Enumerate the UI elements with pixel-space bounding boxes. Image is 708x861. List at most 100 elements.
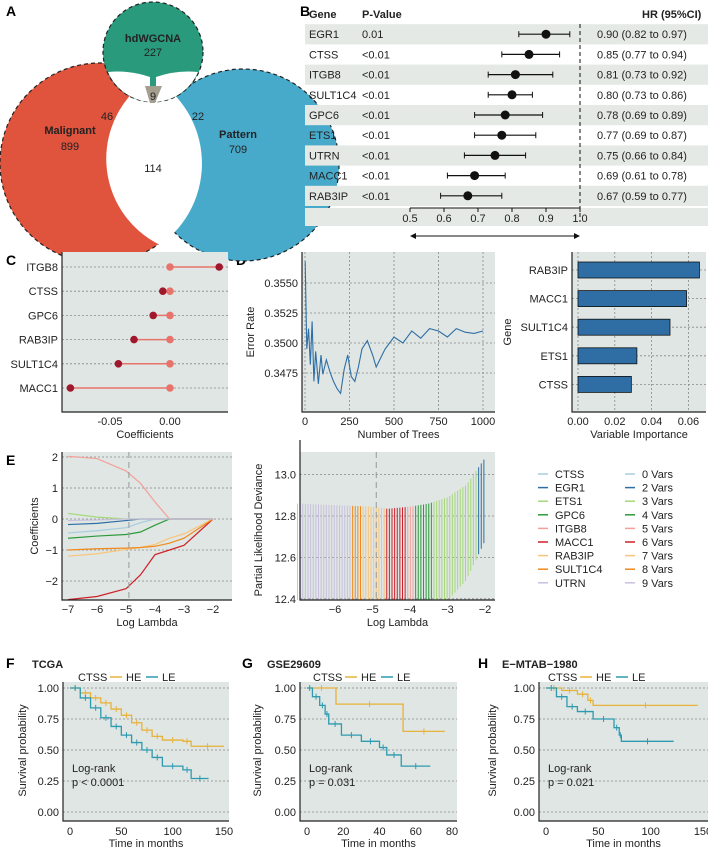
legend-vars-label: 2 Vars (642, 483, 673, 495)
forest-pvalue: <0.01 (362, 90, 390, 102)
km-title-gse29609: GSE29609 (267, 659, 321, 671)
km-ytick: 0.75 (275, 714, 296, 726)
cv-xtick: −3 (441, 604, 454, 616)
cv-xlabel: Log Lambda (367, 617, 429, 629)
forest-hr-text: 0.81 (0.73 to 0.92) (597, 70, 687, 82)
km-ytick: 0.50 (38, 745, 59, 757)
legend-vars-label: 3 Vars (642, 496, 673, 508)
forest-pvalue: <0.01 (362, 70, 390, 82)
forest-point (507, 90, 517, 100)
km-legend-title: CTSS (548, 672, 577, 684)
forest-hr-text: 0.80 (0.73 to 0.86) (597, 90, 687, 102)
axis-lines (571, 252, 706, 413)
lollipop-gene-label: RAB3IP (19, 335, 58, 347)
forest-pvalue: <0.01 (362, 49, 390, 61)
venn-label-hdwgcna: hdWGCNA (125, 33, 181, 45)
panel-label-h: H (478, 655, 488, 671)
importance-xtick: 0.00 (567, 416, 588, 428)
forest-hr-text: 0.75 (0.66 to 0.84) (597, 150, 687, 162)
forest-pvalue: <0.01 (362, 110, 390, 122)
panel-label-e: E (6, 452, 15, 468)
km-logrank-label: Log-rank (72, 763, 116, 775)
forest-tick-label: 0.8 (504, 213, 519, 225)
km-logrank-label: Log-rank (309, 763, 353, 775)
lasso-ylabel: Coefficients (29, 497, 41, 555)
forest-axis-band (305, 208, 708, 226)
forest-row-band (305, 185, 708, 206)
lollipop-point (114, 360, 123, 368)
forest-gene-label: ETS1 (309, 130, 337, 142)
km-xlabel: Time in months (586, 838, 661, 850)
lasso-path-utrn (67, 518, 213, 522)
venn-count-malignant: 899 (61, 141, 79, 153)
lasso-xtick: −5 (120, 604, 133, 616)
error-rate-ytick: 0.3475 (264, 368, 298, 380)
venn-count-all: 9 (150, 91, 156, 103)
km-ytick: 0.25 (275, 776, 296, 788)
forest-header-pvalue: P-Value (362, 9, 402, 21)
cv-ytick: 12.8 (275, 511, 296, 523)
cv-xtick: −2 (479, 604, 492, 616)
km-panel-emtab1980 (539, 682, 708, 821)
legend-gene-label: MACC1 (555, 537, 594, 549)
venn-count-malignant-hdwgcna: 46 (101, 111, 113, 123)
importance-xtick: 0.02 (604, 416, 625, 428)
lasso-xtick: −7 (62, 604, 75, 616)
km-xtick: 50 (115, 826, 127, 838)
km-title-emtab1980: E−MTAB−1980 (502, 659, 578, 671)
km-ylabel: Survival probability (487, 704, 499, 797)
forest-point (524, 49, 534, 59)
lollipop-point (149, 311, 157, 320)
km-ylabel: Survival probability (252, 704, 264, 797)
lollipop-zero-point (166, 384, 174, 392)
km-legend-he: HE (126, 672, 141, 684)
lasso-ytick: 0 (52, 514, 58, 526)
km-legend-he: HE (361, 672, 376, 684)
legend-gene-label: GPC6 (555, 510, 585, 522)
km-panel-tcga (63, 682, 229, 821)
km-curve-le (70, 687, 209, 780)
legend-vars-label: 8 Vars (642, 564, 673, 576)
axis-lines (61, 452, 232, 601)
venn-count-pattern: 709 (229, 144, 247, 156)
km-xtick: 100 (641, 826, 659, 838)
km-legend-title: CTSS (78, 672, 107, 684)
km-legend-le: LE (397, 672, 410, 684)
km-title-tcga: TCGA (32, 659, 63, 671)
panel-label-b: B (300, 3, 310, 19)
lollipop-gene-label: MACC1 (19, 383, 58, 395)
axis-lines (61, 252, 228, 413)
cv-ytick: 13.0 (275, 470, 296, 482)
legend-gene-label: EGR1 (555, 483, 585, 495)
lasso-xtick: −6 (91, 604, 104, 616)
forest-hr-text: 0.90 (0.82 to 0.97) (597, 29, 687, 41)
km-legend-le: LE (632, 672, 645, 684)
error-rate-xlabel: Number of Trees (358, 429, 440, 441)
axis-lines (538, 682, 708, 822)
forest-pvalue: <0.01 (362, 150, 390, 162)
lollipop-point (215, 263, 223, 271)
forest-pvalue: <0.01 (362, 171, 390, 183)
panel-label-a: A (6, 3, 16, 19)
km-xtick: 0 (543, 826, 549, 838)
lollipop-zero-point (166, 335, 174, 344)
lollipop-zero-point (166, 360, 174, 368)
lollipop-tick-label: 0.00 (159, 416, 180, 428)
lollipop-zero-point (166, 311, 174, 320)
km-xtick: 80 (446, 826, 458, 838)
cv-ytick: 12.4 (275, 594, 296, 606)
km-legend-title: CTSS (313, 672, 342, 684)
cv-xtick: −4 (404, 604, 417, 616)
forest-tick-label: 1.0 (572, 213, 587, 225)
km-xtick: 100 (163, 826, 181, 838)
cv-ylabel: Partial Likelihood Deviance (253, 464, 265, 597)
error-rate-ytick: 0.3550 (264, 278, 298, 290)
panel-label-c: C (6, 252, 16, 268)
km-ytick: 0.00 (275, 807, 296, 819)
forest-row-band (305, 24, 708, 45)
error-rate-ytick: 0.3500 (264, 338, 298, 350)
lollipop-zero-point (166, 287, 174, 296)
lollipop-panel (62, 252, 228, 412)
lollipop-gene-label: GPC6 (28, 310, 58, 322)
panel-label-f: F (6, 655, 15, 671)
